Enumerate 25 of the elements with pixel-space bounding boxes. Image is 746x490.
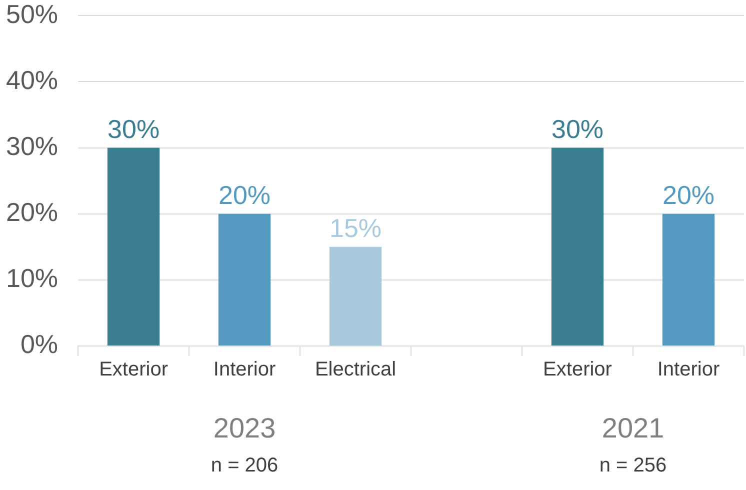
x-tick-label: Electrical [314, 358, 396, 381]
text: n = 256 [599, 454, 667, 477]
y-tick-label: 30% [6, 130, 58, 161]
data-label: 20% [218, 180, 271, 210]
bar [107, 148, 160, 346]
text: 2021 [602, 412, 664, 444]
data-label: 15% [330, 213, 382, 244]
x-tick-label: Exterior [99, 358, 168, 381]
x-tick-label: Interior [657, 358, 720, 381]
bar [329, 246, 382, 346]
data-label: 30% [108, 114, 160, 144]
y-tick-label: 10% [6, 263, 58, 294]
data-label: 20% [662, 180, 715, 210]
bar [662, 214, 715, 346]
text: n = 206 [210, 454, 278, 477]
y-tick-label: 20% [6, 197, 58, 228]
bar [218, 214, 271, 346]
y-tick-label: 40% [6, 64, 58, 95]
bar [551, 148, 604, 346]
text: 2023 [213, 412, 276, 444]
x-tick-label: Interior [213, 358, 276, 381]
x-tick-label: Exterior [543, 358, 612, 381]
y-tick-label: 50% [6, 0, 58, 29]
y-tick-label: 0% [20, 329, 58, 360]
data-label: 30% [551, 114, 604, 144]
